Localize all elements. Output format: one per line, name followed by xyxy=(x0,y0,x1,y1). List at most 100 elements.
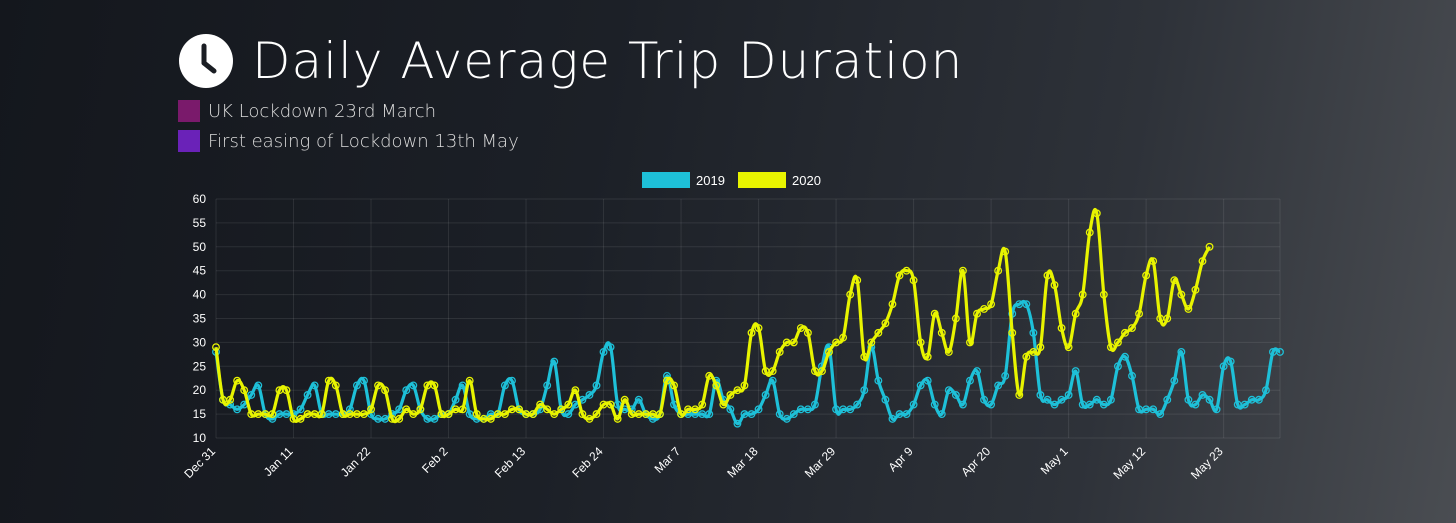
data-point-2020 xyxy=(515,405,523,414)
y-tick-label: 10 xyxy=(193,431,207,445)
data-point-2019 xyxy=(994,381,1003,390)
x-tick-label: Feb 24 xyxy=(569,444,606,481)
data-point-2019 xyxy=(944,386,953,395)
legend-item-2020[interactable]: 2020 xyxy=(738,172,821,188)
data-point-2019 xyxy=(254,381,263,390)
series-2020 xyxy=(212,207,1214,424)
data-point-2020 xyxy=(226,395,235,404)
data-point-2020 xyxy=(796,324,805,333)
data-point-2020 xyxy=(740,381,749,390)
clock-icon xyxy=(179,34,233,88)
data-point-2019 xyxy=(360,376,368,385)
data-point-2020 xyxy=(409,410,418,419)
data-point-2019 xyxy=(909,400,918,409)
data-point-2020 xyxy=(670,381,678,390)
data-point-2019 xyxy=(1036,391,1045,399)
x-tick-label: May 12 xyxy=(1111,444,1149,482)
data-point-2020 xyxy=(296,414,305,423)
data-point-2020 xyxy=(705,371,714,380)
data-point-2020 xyxy=(1022,352,1031,361)
data-point-2019 xyxy=(874,376,883,385)
data-point-2019 xyxy=(1064,391,1073,399)
data-point-2019 xyxy=(451,395,460,404)
chart-title: Daily Average Trip Duration xyxy=(252,32,964,90)
legend-item-2019[interactable]: 2019 xyxy=(642,172,725,188)
x-tick-label: Jan 22 xyxy=(338,444,374,480)
data-point-2019 xyxy=(768,376,777,385)
data-point-2019 xyxy=(310,381,319,390)
annotation-easing: First easing of Lockdown 13th May xyxy=(178,130,963,152)
data-point-2020 xyxy=(789,338,798,347)
data-point-2019 xyxy=(958,400,967,409)
data-point-2019 xyxy=(733,419,742,428)
data-point-2020 xyxy=(860,352,869,361)
data-point-2019 xyxy=(775,410,784,419)
data-point-2020 xyxy=(874,328,883,337)
data-point-2019 xyxy=(881,395,890,404)
data-point-2020 xyxy=(1064,343,1073,352)
data-point-2020 xyxy=(677,410,686,419)
chart-header: Daily Average Trip Duration UK Lockdown … xyxy=(178,30,963,152)
data-point-2020 xyxy=(1106,343,1115,352)
data-point-2020 xyxy=(416,405,425,414)
data-point-2020 xyxy=(1036,343,1045,352)
data-point-2020 xyxy=(909,276,918,285)
data-point-2019 xyxy=(402,386,411,395)
legend-label: 2020 xyxy=(792,173,821,188)
data-point-2019 xyxy=(543,381,552,390)
data-point-2019 xyxy=(1219,362,1228,371)
data-point-2019 xyxy=(1261,386,1270,395)
data-point-2019 xyxy=(789,410,798,419)
data-point-2019 xyxy=(507,376,516,385)
data-point-2020 xyxy=(374,381,383,390)
data-point-2020 xyxy=(937,328,946,337)
data-point-2019 xyxy=(430,414,439,423)
x-tick-label: May 23 xyxy=(1188,444,1226,482)
data-point-2020 xyxy=(543,405,552,414)
data-point-2019 xyxy=(1128,371,1136,380)
data-point-2019 xyxy=(1121,352,1129,361)
x-tick-label: Jan 11 xyxy=(261,444,296,479)
data-point-2019 xyxy=(1156,410,1165,419)
data-point-2020 xyxy=(1043,271,1052,280)
data-point-2019 xyxy=(352,381,361,390)
data-point-2020 xyxy=(557,405,566,414)
data-point-2020 xyxy=(747,328,756,337)
data-point-2019 xyxy=(1212,405,1221,414)
data-point-2020 xyxy=(444,410,453,419)
legend[interactable]: 2019 2020 xyxy=(642,172,821,188)
data-point-2020 xyxy=(458,405,467,414)
data-point-2020 xyxy=(916,338,925,347)
data-point-2019 xyxy=(1099,400,1108,409)
data-point-2019 xyxy=(846,405,855,414)
data-point-2020 xyxy=(930,309,939,318)
data-point-2020 xyxy=(1099,290,1108,299)
data-point-2019 xyxy=(1198,391,1207,399)
data-point-2019 xyxy=(888,414,897,423)
data-point-2020 xyxy=(1149,257,1158,266)
data-point-2019 xyxy=(1092,395,1101,404)
data-point-2020 xyxy=(465,376,474,385)
data-point-2020 xyxy=(324,376,333,385)
data-point-2019 xyxy=(1113,362,1122,371)
data-point-2020 xyxy=(733,386,742,395)
y-tick-label: 45 xyxy=(193,264,207,278)
data-point-2020 xyxy=(536,400,545,409)
data-point-2019 xyxy=(500,381,509,390)
data-point-2020 xyxy=(430,381,439,390)
y-tick-label: 15 xyxy=(193,407,207,421)
data-point-2019 xyxy=(564,410,573,419)
data-point-2019 xyxy=(1254,395,1263,404)
data-point-2020 xyxy=(832,338,841,347)
legend-swatch xyxy=(642,172,690,188)
data-point-2019 xyxy=(747,410,756,419)
data-point-2019 xyxy=(966,376,974,385)
data-point-2020 xyxy=(1001,247,1010,256)
data-point-2020 xyxy=(1142,271,1151,280)
data-point-2019 xyxy=(705,410,714,419)
data-point-2020 xyxy=(1163,314,1172,323)
data-point-2020 xyxy=(768,367,777,376)
data-point-2020 xyxy=(663,376,671,385)
data-point-2019 xyxy=(1163,395,1172,404)
data-point-2020 xyxy=(331,381,340,390)
